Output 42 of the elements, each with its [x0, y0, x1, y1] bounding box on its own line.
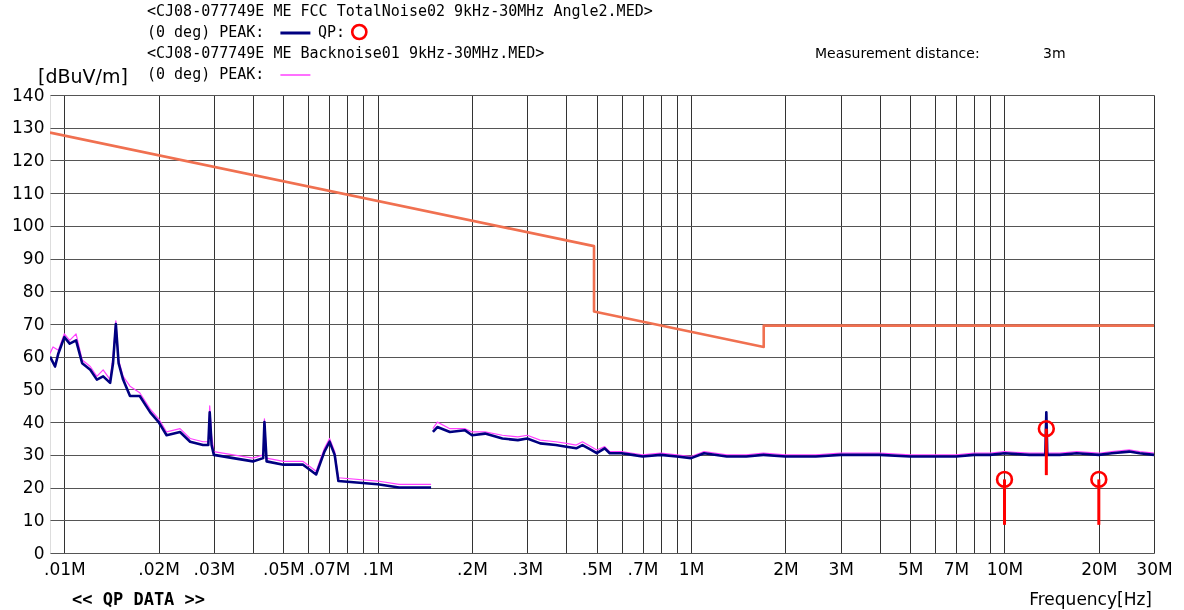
y-tick-label: 60	[22, 346, 45, 367]
y-tick-label: 110	[12, 182, 45, 203]
y-tick-label: 80	[22, 280, 45, 301]
x-tick-label: .07M	[308, 558, 351, 579]
x-tick-label: .03M	[193, 558, 236, 579]
x-tick-label: 20M	[1081, 558, 1118, 579]
x-tick-label: .7M	[627, 558, 659, 579]
x-tick-label: .02M	[138, 558, 181, 579]
text: Measurement distance:	[815, 45, 980, 61]
y-tick-label: 100	[12, 215, 45, 236]
x-tick-label: .01M	[43, 558, 86, 579]
y-tick-label: 10	[22, 509, 45, 530]
x-tick-label: 5M	[897, 558, 924, 579]
y-tick-label: 40	[22, 411, 45, 432]
x-tick-label: .1M	[362, 558, 394, 579]
x-tick-label: .05M	[263, 558, 305, 579]
y-tick-label: 30	[22, 444, 45, 465]
y-axis-title: [dBuV/m]	[38, 65, 128, 87]
legend-label: (0 deg) PEAK:	[147, 65, 265, 83]
text: 3m	[1043, 45, 1066, 61]
x-tick-label: 3M	[828, 558, 854, 579]
y-tick-label: 0	[33, 542, 45, 563]
x-axis-title: Frequency[Hz]	[1029, 589, 1152, 609]
text: <CJ08-077749E ME FCC TotalNoise02 9kHz-30MHz Angle2.MED>	[147, 2, 653, 20]
legend-label: (0 deg) PEAK:	[147, 23, 265, 41]
x-tick-label: 30M	[1136, 558, 1173, 579]
text: <CJ08-077749E ME Backnoise01 9kHz-30MHz.MED>	[147, 44, 545, 62]
x-tick-label: 1M	[678, 558, 705, 579]
y-tick-label: 70	[22, 313, 45, 334]
y-tick-label: 50	[22, 378, 45, 399]
text: << QP DATA >>	[72, 589, 206, 609]
legend-label: QP:	[318, 23, 346, 41]
x-tick-label: 7M	[943, 558, 970, 579]
y-tick-label: 120	[12, 149, 45, 170]
x-tick-label: .3M	[512, 558, 544, 579]
x-tick-label: .5M	[581, 558, 613, 579]
x-tick-label: .2M	[457, 558, 488, 579]
x-tick-label: 2M	[773, 558, 799, 579]
y-tick-label: 130	[12, 117, 45, 138]
x-tick-label: 10M	[986, 558, 1024, 579]
y-tick-label: 90	[22, 248, 45, 269]
y-tick-label: 20	[22, 477, 45, 498]
